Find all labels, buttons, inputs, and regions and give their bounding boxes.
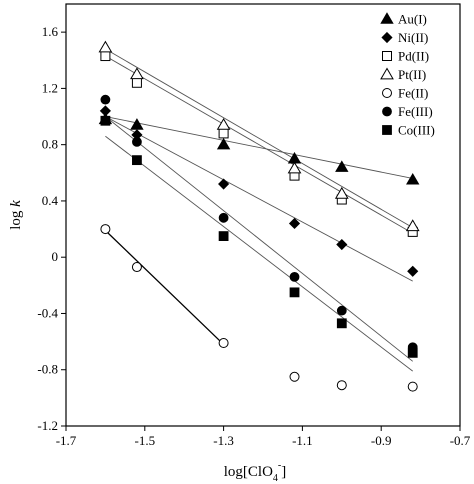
data-point-series-3 xyxy=(334,186,349,199)
data-point-series-1 xyxy=(407,265,419,277)
legend-marker-series-5 xyxy=(382,106,392,117)
y-tick-label: 0.8 xyxy=(42,137,58,152)
data-point-series-1 xyxy=(336,238,348,251)
data-point-series-0 xyxy=(406,173,420,185)
data-point-series-6 xyxy=(336,318,347,329)
data-point-series-4 xyxy=(100,224,111,235)
y-tick-label: 0 xyxy=(52,249,59,264)
fit-line-series-6 xyxy=(105,135,413,372)
legend-marker-series-2 xyxy=(382,51,392,61)
y-tick-label: -1.2 xyxy=(37,418,58,433)
data-point-series-6 xyxy=(132,155,142,166)
data-point-series-3 xyxy=(216,117,231,130)
fit-line-series-5 xyxy=(105,116,414,362)
data-point-series-5 xyxy=(132,136,142,147)
x-tick-label: -1.3 xyxy=(213,433,234,448)
data-point-series-6 xyxy=(289,287,300,298)
data-point-series-2 xyxy=(218,128,229,139)
data-point-series-4 xyxy=(289,371,300,382)
y-tick-label: -0.8 xyxy=(37,362,58,377)
data-point-series-2 xyxy=(100,51,111,62)
fit-line-series-1 xyxy=(105,116,413,282)
fit-line-series-0 xyxy=(105,116,413,179)
x-tick-label: -1.7 xyxy=(56,433,77,448)
data-point-series-4 xyxy=(218,338,229,349)
data-point-series-1 xyxy=(218,178,230,190)
y-tick-label: -0.4 xyxy=(37,305,58,320)
legend-label-series-5: Fe(III) xyxy=(398,104,433,119)
legend-marker-series-6 xyxy=(382,125,392,135)
fit-line-series-4 xyxy=(104,230,225,345)
data-point-series-5 xyxy=(289,271,300,282)
plot-frame xyxy=(65,3,461,427)
legend-label-series-2: Pd(II) xyxy=(398,49,429,64)
data-point-series-3 xyxy=(405,219,420,232)
x-tick-label: -1.1 xyxy=(292,433,313,448)
legend-label-series-4: Fe(II) xyxy=(398,86,428,101)
legend-label-series-1: Ni(II) xyxy=(398,30,428,45)
data-point-series-0 xyxy=(216,137,231,150)
x-tick-label: -0.9 xyxy=(371,433,392,448)
data-point-series-3 xyxy=(287,161,302,174)
x-axis-title: log[ClO4-] xyxy=(224,460,287,484)
data-point-series-0 xyxy=(287,151,302,164)
data-point-series-5 xyxy=(336,305,347,316)
x-tick-label: -0.7 xyxy=(450,433,471,448)
data-point-series-1 xyxy=(288,217,301,230)
data-point-series-6 xyxy=(407,347,418,358)
y-tick-label: 0.4 xyxy=(42,193,59,208)
legend-label-series-0: Au(I) xyxy=(398,12,427,27)
fit-line-series-3 xyxy=(105,48,413,229)
data-point-series-5 xyxy=(218,212,229,223)
data-point-series-4 xyxy=(131,262,142,273)
y-axis-title: log k xyxy=(8,200,24,230)
legend-marker-series-3 xyxy=(380,67,394,80)
legend-marker-series-0 xyxy=(380,12,394,24)
data-point-series-0 xyxy=(335,160,349,172)
data-point-series-3 xyxy=(130,67,144,80)
legend-marker-series-1 xyxy=(381,31,393,44)
data-point-series-4 xyxy=(336,380,347,391)
data-point-series-2 xyxy=(131,77,142,88)
data-point-series-5 xyxy=(100,94,111,105)
legend-label-series-6: Co(III) xyxy=(398,123,435,138)
legend-label-series-3: Pt(II) xyxy=(398,67,426,82)
x-tick-label: -1.5 xyxy=(135,433,156,448)
y-tick-label: 1.6 xyxy=(42,24,59,39)
y-tick-label: 1.2 xyxy=(42,80,58,95)
fit-line-series-2 xyxy=(105,55,413,234)
legend-marker-series-4 xyxy=(382,88,392,98)
data-point-series-4 xyxy=(407,381,418,392)
data-point-series-3 xyxy=(98,40,113,53)
data-point-series-6 xyxy=(218,231,229,242)
data-point-series-1 xyxy=(99,105,111,117)
data-point-series-6 xyxy=(100,115,111,126)
